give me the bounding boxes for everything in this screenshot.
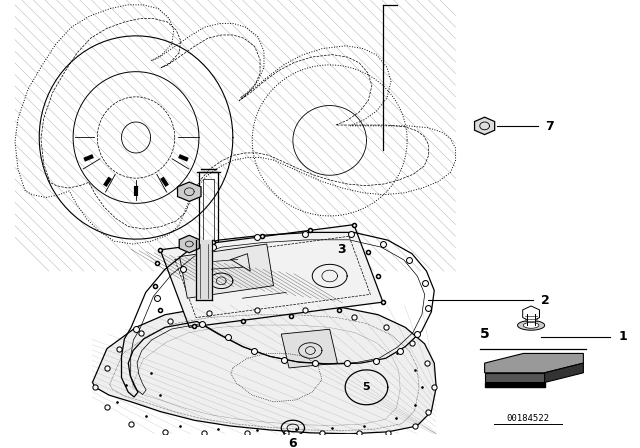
- Text: 6: 6: [289, 437, 297, 448]
- Text: 5: 5: [363, 382, 371, 392]
- Polygon shape: [545, 363, 584, 383]
- Polygon shape: [92, 305, 436, 434]
- Polygon shape: [15, 5, 456, 244]
- Polygon shape: [177, 182, 201, 202]
- Text: 1: 1: [618, 331, 627, 344]
- Polygon shape: [180, 244, 273, 298]
- Text: 2: 2: [541, 294, 550, 307]
- Text: 00184522: 00184522: [507, 414, 550, 423]
- Text: 7: 7: [545, 121, 554, 134]
- Polygon shape: [484, 353, 584, 373]
- Polygon shape: [474, 117, 495, 134]
- Polygon shape: [281, 329, 337, 368]
- Polygon shape: [518, 320, 545, 330]
- Polygon shape: [523, 306, 540, 322]
- Polygon shape: [524, 323, 539, 328]
- Text: 5: 5: [480, 327, 490, 341]
- Text: 3: 3: [337, 243, 346, 256]
- Polygon shape: [179, 235, 199, 253]
- Polygon shape: [484, 373, 545, 383]
- Polygon shape: [160, 224, 383, 327]
- Text: 4: 4: [303, 233, 311, 246]
